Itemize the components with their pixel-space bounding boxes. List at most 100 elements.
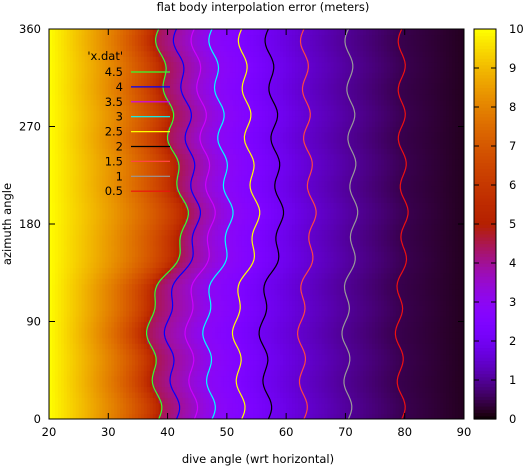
- heatmap-cell: [244, 354, 249, 361]
- heatmap-cell: [446, 245, 450, 252]
- heatmap-cell: [126, 224, 130, 231]
- heatmap-cell: [339, 337, 344, 344]
- heatmap-cell: [318, 343, 323, 350]
- heatmap-cell: [203, 348, 207, 355]
- heatmap-cell: [351, 413, 355, 419]
- heatmap-cell: [152, 332, 157, 339]
- heatmap-cell: [306, 240, 311, 247]
- heatmap-cell: [253, 245, 258, 252]
- heatmap-cell: [280, 321, 284, 328]
- heatmap-cell: [461, 245, 464, 252]
- heatmap-cell: [398, 326, 403, 333]
- heatmap-cell: [286, 289, 290, 296]
- heatmap-cell: [271, 283, 275, 290]
- heatmap-cell: [105, 386, 109, 393]
- heatmap-cell: [440, 267, 444, 274]
- heatmap-cell: [437, 283, 441, 290]
- heatmap-cell: [72, 229, 77, 236]
- heatmap-cell: [111, 294, 115, 301]
- heatmap-cell: [292, 326, 296, 333]
- heatmap-cell: [395, 391, 400, 398]
- heatmap-cell: [318, 370, 323, 377]
- heatmap-cell: [129, 348, 133, 355]
- heatmap-cell: [161, 299, 166, 306]
- heatmap-cell: [381, 343, 385, 350]
- heatmap-cell: [126, 413, 130, 419]
- heatmap-cell: [191, 289, 195, 296]
- heatmap-cell: [63, 375, 68, 382]
- heatmap-cell: [333, 229, 338, 236]
- heatmap-cell: [422, 234, 427, 241]
- heatmap-cell: [407, 413, 412, 419]
- heatmap-cell: [132, 240, 136, 247]
- heatmap-cell: [72, 310, 77, 317]
- heatmap-cell: [452, 413, 456, 419]
- heatmap-cell: [176, 375, 181, 382]
- heatmap-cell: [120, 234, 124, 241]
- heatmap-cell: [306, 305, 311, 312]
- heatmap-cell: [431, 278, 435, 285]
- heatmap-cell: [60, 289, 65, 296]
- heatmap-cell: [333, 337, 338, 344]
- heatmap-cell: [434, 337, 438, 344]
- heatmap-cell: [309, 326, 314, 333]
- heatmap-cell: [250, 245, 255, 252]
- heatmap-cell: [170, 402, 175, 409]
- heatmap-cell: [271, 224, 275, 231]
- heatmap-cell: [345, 299, 349, 306]
- heatmap-cell: [312, 343, 317, 350]
- heatmap-cell: [203, 261, 207, 268]
- heatmap-cell: [223, 278, 228, 285]
- heatmap-cell: [105, 337, 109, 344]
- heatmap-cell: [381, 391, 385, 398]
- heatmap-cell: [277, 381, 281, 388]
- heatmap-cell: [265, 224, 269, 231]
- heatmap-cell: [265, 413, 269, 419]
- heatmap-cell: [63, 413, 68, 419]
- heatmap-cell: [259, 364, 264, 371]
- heatmap-cell: [126, 251, 130, 258]
- heatmap-cell: [295, 240, 299, 247]
- heatmap-cell: [102, 343, 106, 350]
- heatmap-cell: [425, 354, 430, 361]
- heatmap-cell: [431, 359, 435, 366]
- heatmap-cell: [283, 348, 287, 355]
- heatmap-cell: [102, 251, 106, 258]
- heatmap-cell: [102, 354, 106, 361]
- heatmap-cell: [274, 354, 278, 361]
- heatmap-cell: [93, 224, 98, 231]
- heatmap-cell: [375, 413, 379, 419]
- heatmap-cell: [372, 261, 376, 268]
- heatmap-cell: [303, 343, 308, 350]
- heatmap-cell: [271, 251, 275, 258]
- heatmap-cell: [173, 321, 178, 328]
- heatmap-cell: [123, 359, 127, 366]
- heatmap-cell: [262, 354, 266, 361]
- heatmap-cell: [283, 316, 287, 323]
- heatmap-cell: [126, 408, 130, 415]
- heatmap-cell: [78, 402, 83, 409]
- heatmap-cell: [164, 289, 169, 296]
- heatmap-cell: [428, 272, 432, 279]
- heatmap-cell: [398, 386, 403, 393]
- heatmap-cell: [277, 310, 281, 317]
- heatmap-cell: [132, 321, 136, 328]
- heatmap-cell: [327, 413, 332, 419]
- heatmap-cell: [389, 386, 394, 393]
- heatmap-cell: [333, 386, 338, 393]
- heatmap-cell: [120, 370, 124, 377]
- heatmap-cell: [114, 364, 118, 371]
- heatmap-cell: [158, 408, 163, 415]
- heatmap-cell: [179, 261, 183, 268]
- heatmap-cell: [66, 305, 71, 312]
- heatmap-cell: [443, 359, 447, 366]
- heatmap-cell: [321, 289, 326, 296]
- heatmap-cell: [123, 391, 127, 398]
- heatmap-cell: [428, 408, 432, 415]
- heatmap-cell: [413, 316, 418, 323]
- heatmap-cell: [137, 354, 142, 361]
- heatmap-cell: [179, 364, 183, 371]
- heatmap-cell: [425, 321, 430, 328]
- heatmap-cell: [369, 337, 373, 344]
- heatmap-cell: [203, 343, 207, 350]
